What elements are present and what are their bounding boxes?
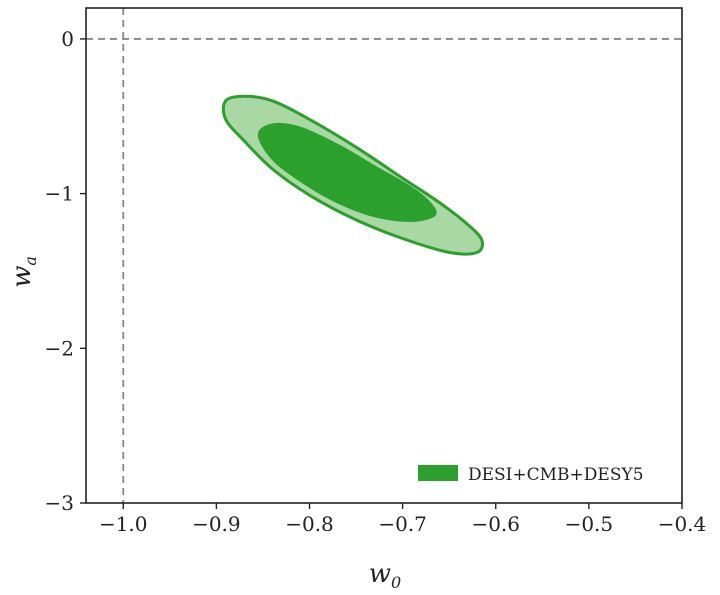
reference-lines [86,8,682,503]
x-tick-label: −0.9 [192,512,241,536]
x-tick-label: −0.6 [471,512,520,536]
x-tick-label: −0.4 [658,512,707,536]
x-tick-label: −0.8 [285,512,334,536]
x-tick-label: −0.5 [565,512,614,536]
y-axis-label: wa [7,256,40,288]
x-tick-label: −1.0 [99,512,148,536]
y-tick-label: −1 [45,182,74,206]
plot-frame [85,7,683,504]
y-tick-label: −3 [45,491,74,515]
x-tick-label: −0.7 [378,512,427,536]
legend-swatch [418,465,458,481]
y-tick-label: −2 [45,336,74,360]
y-ticks: 0 −1 −2 −3 [45,27,86,515]
y-tick-label: 0 [61,27,74,51]
legend-entry-label: DESI+CMB+DESY5 [468,465,644,485]
x-axis-label: w0 [369,559,401,592]
x-ticks: −1.0 −0.9 −0.8 −0.7 −0.6 −0.5 −0.4 [99,503,706,536]
contour-68pct [257,122,437,223]
legend: DESI+CMB+DESY5 [418,465,644,485]
contour-layer [221,94,484,256]
